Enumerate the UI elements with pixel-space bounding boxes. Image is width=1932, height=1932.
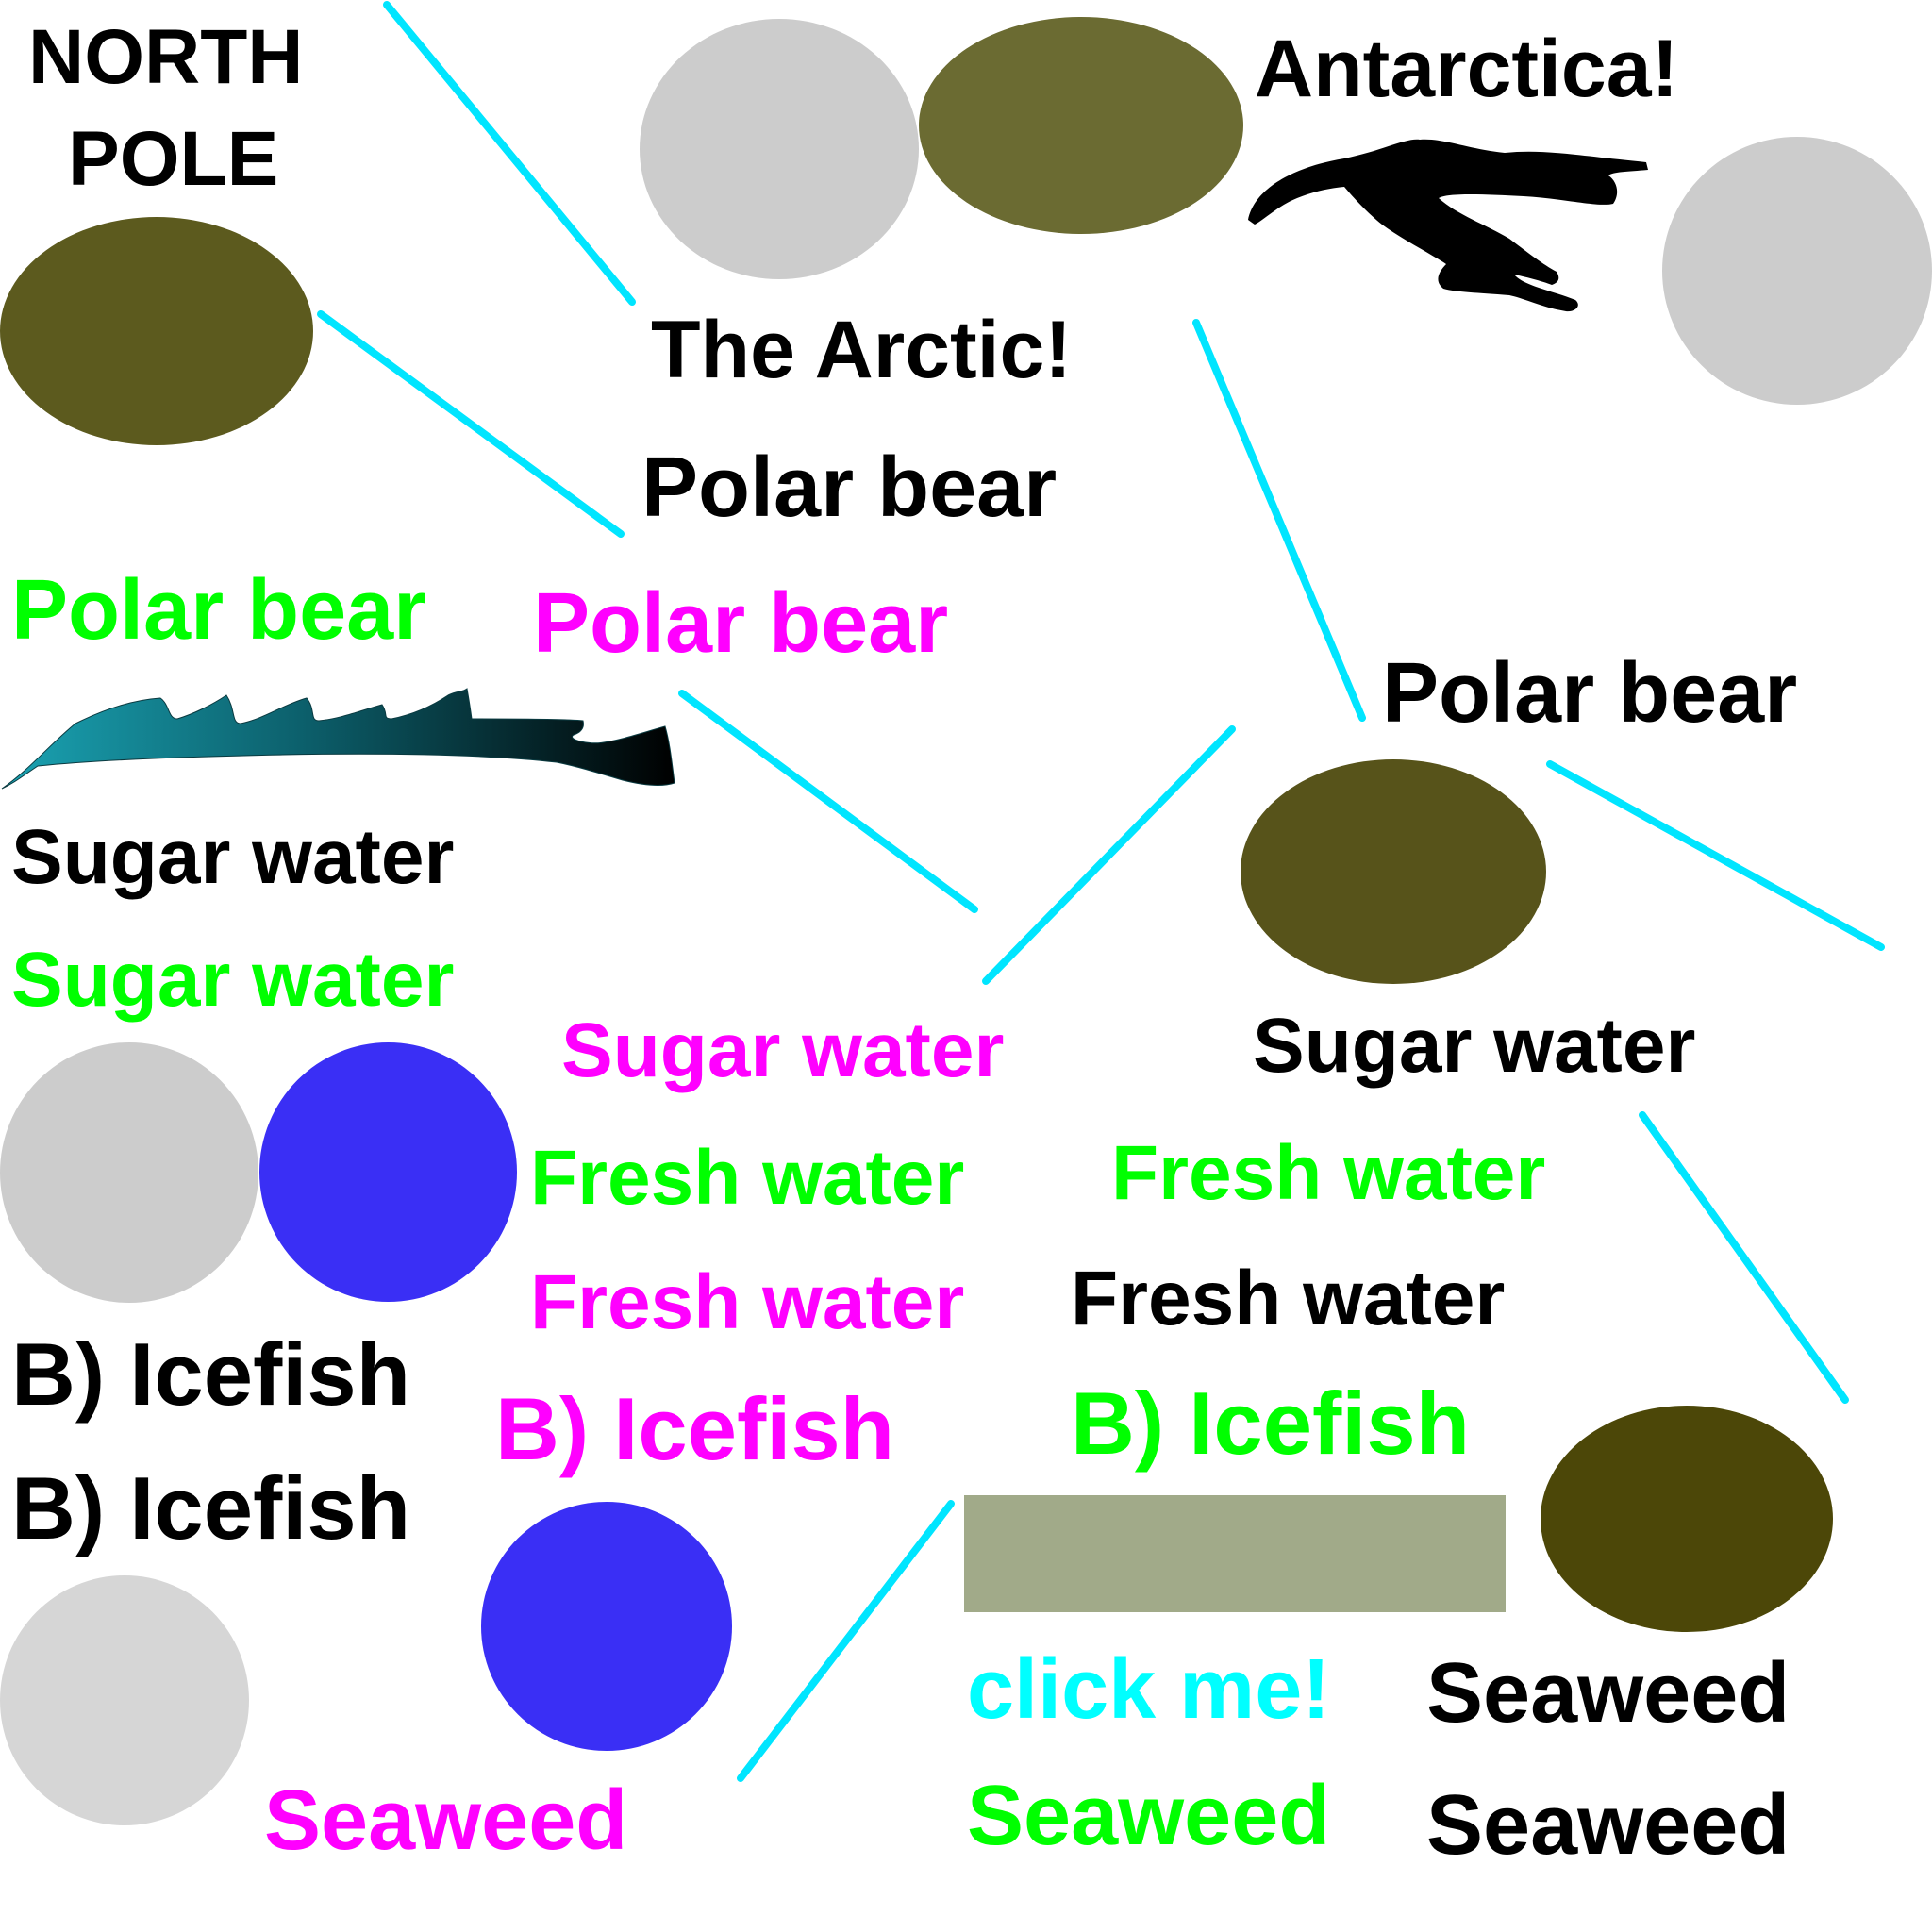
polar-bear-label-green[interactable]: Polar bear	[11, 563, 427, 658]
olive-ellipse[interactable]	[1241, 759, 1546, 984]
connector-line	[317, 310, 625, 538]
gray-circle[interactable]	[1662, 137, 1932, 405]
connector-line	[1192, 319, 1366, 722]
polar-bear-label-black-top[interactable]: Polar bear	[641, 441, 1058, 535]
sage-rectangle[interactable]	[964, 1495, 1506, 1612]
arctic-label: The Arctic!	[651, 305, 1072, 395]
ocean-wave-icon[interactable]	[0, 681, 679, 794]
connector-line	[1639, 1111, 1849, 1404]
connector-line	[737, 1500, 955, 1782]
polar-bear-silhouette-icon[interactable]	[1241, 130, 1656, 319]
blue-circle[interactable]	[481, 1502, 732, 1751]
connector-line	[982, 725, 1236, 985]
gray-circle[interactable]	[0, 1575, 249, 1825]
sugar-water-label-magenta[interactable]: Sugar water	[561, 1008, 1005, 1093]
seaweed-label-green[interactable]: Seaweed	[967, 1769, 1331, 1863]
fresh-water-label-black[interactable]: Fresh water	[1071, 1256, 1506, 1341]
fresh-water-label-magenta[interactable]: Fresh water	[530, 1259, 965, 1345]
gray-circle[interactable]	[640, 19, 919, 279]
fresh-water-label-green-right[interactable]: Fresh water	[1111, 1130, 1546, 1216]
north-pole-label-line2: POLE	[68, 116, 279, 202]
polar-bear-label-black-right[interactable]: Polar bear	[1382, 646, 1798, 741]
antarctica-label: Antarctica!	[1255, 24, 1679, 114]
connector-line	[383, 1, 636, 306]
seaweed-label-black-2[interactable]: Seaweed	[1426, 1778, 1790, 1873]
olive-ellipse[interactable]	[919, 17, 1243, 234]
olive-ellipse[interactable]	[0, 217, 313, 445]
icefish-label-black-1[interactable]: B) Icefish	[11, 1324, 411, 1424]
connector-line	[1546, 760, 1885, 951]
icefish-label-magenta[interactable]: B) Icefish	[495, 1379, 895, 1478]
gray-circle[interactable]	[0, 1042, 258, 1303]
sugar-water-label-green[interactable]: Sugar water	[11, 937, 455, 1023]
icefish-label-green[interactable]: B) Icefish	[1071, 1374, 1471, 1473]
sugar-water-label-black-left[interactable]: Sugar water	[11, 814, 455, 900]
north-pole-label-line1: NORTH	[28, 14, 304, 100]
polar-bear-label-magenta[interactable]: Polar bear	[533, 576, 949, 671]
olive-ellipse[interactable]	[1541, 1406, 1833, 1632]
icefish-label-black-2[interactable]: B) Icefish	[11, 1458, 411, 1557]
connector-line	[678, 690, 978, 913]
sugar-water-label-black-right[interactable]: Sugar water	[1253, 1003, 1696, 1089]
fresh-water-label-green-left[interactable]: Fresh water	[530, 1135, 965, 1221]
seaweed-label-black-1[interactable]: Seaweed	[1426, 1646, 1790, 1740]
click-me-button[interactable]: click me!	[967, 1642, 1331, 1737]
blue-circle[interactable]	[259, 1042, 517, 1302]
seaweed-label-magenta[interactable]: Seaweed	[264, 1774, 628, 1868]
